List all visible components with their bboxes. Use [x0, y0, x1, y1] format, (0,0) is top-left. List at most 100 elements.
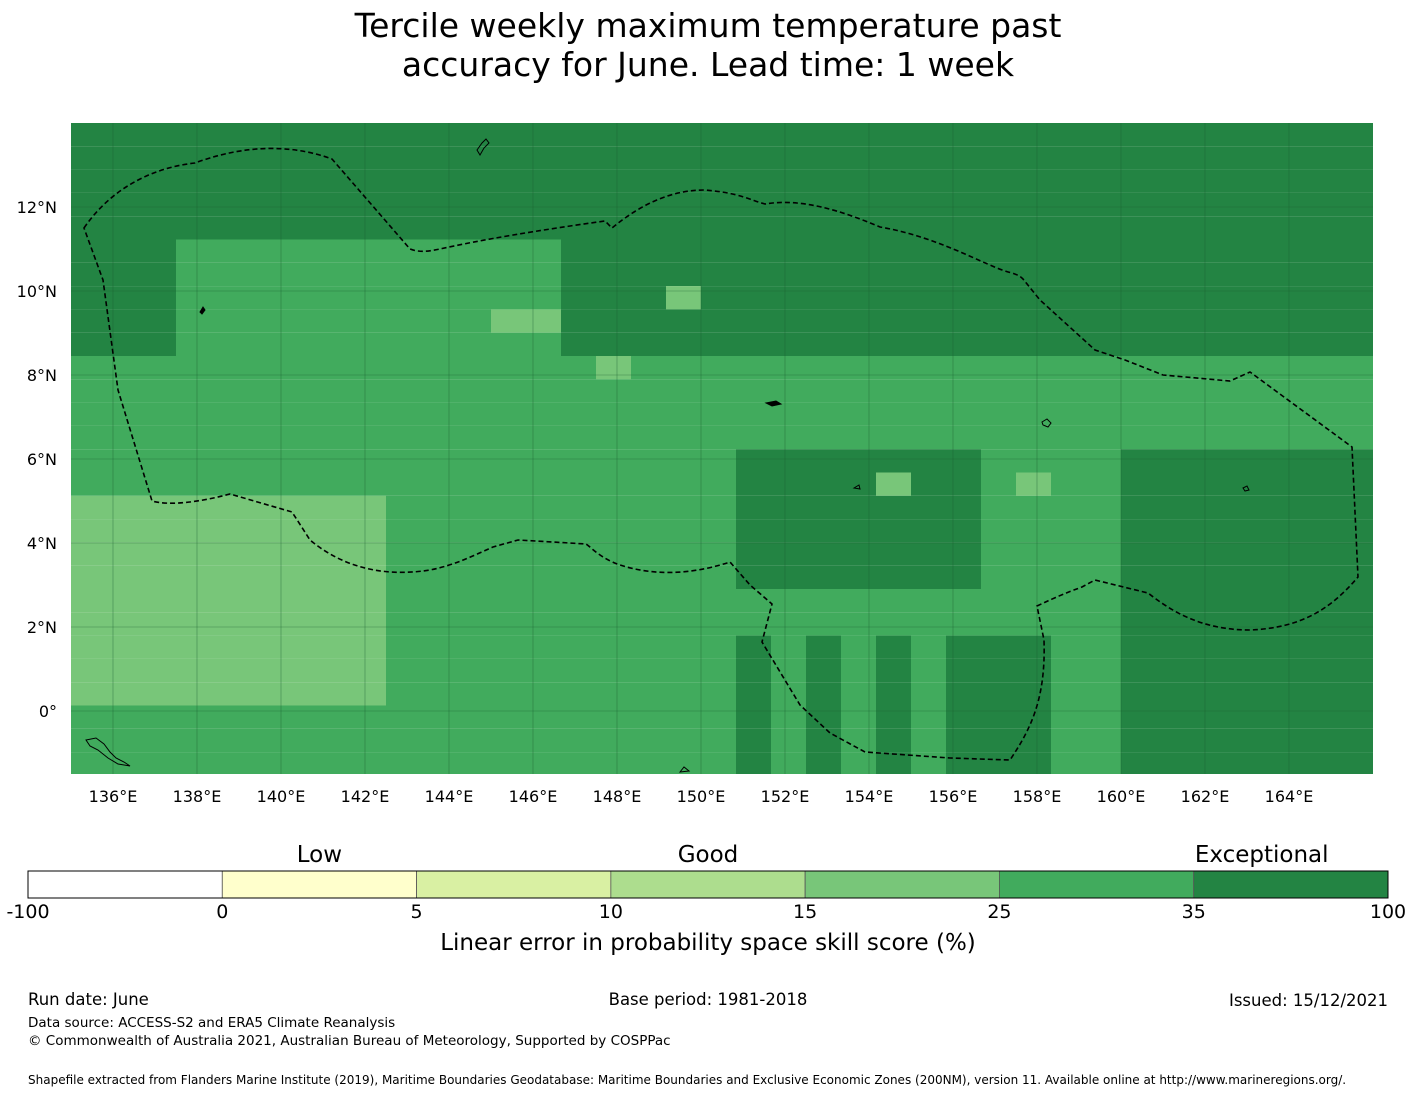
- grid-cell: [946, 589, 981, 613]
- grid-cell: [1156, 449, 1191, 473]
- grid-cell: [1226, 682, 1261, 706]
- grid-cell: [736, 425, 771, 450]
- grid-cell: [981, 286, 1016, 310]
- grid-cell: [386, 589, 421, 613]
- grid-cell: [1156, 425, 1191, 450]
- grid-cell: [631, 425, 666, 450]
- grid-cell: [666, 612, 701, 636]
- grid-cell: [71, 449, 106, 473]
- grid-cell: [71, 379, 106, 403]
- data-source: Data source: ACCESS-S2 and ERA5 Climate …: [28, 1015, 396, 1031]
- grid-cell: [771, 309, 806, 333]
- grid-cell: [771, 519, 806, 543]
- grid-cell: [526, 472, 561, 496]
- grid-cell: [1121, 682, 1156, 706]
- grid-cell: [911, 425, 946, 450]
- grid-cell: [981, 589, 1016, 613]
- grid-cell: [1051, 635, 1086, 659]
- grid-cell: [1261, 658, 1296, 683]
- grid-cell: [1191, 286, 1226, 310]
- grid-cell: [106, 728, 141, 753]
- grid-cell: [876, 309, 911, 333]
- grid-cell: [666, 402, 701, 426]
- grid-cell: [666, 472, 701, 496]
- grid-cell: [176, 286, 211, 310]
- grid-cell: [106, 472, 141, 496]
- grid-cell: [71, 356, 106, 380]
- grid-cell: [281, 449, 316, 473]
- grid-cell: [736, 542, 771, 566]
- grid-cell: [211, 728, 246, 753]
- grid-cell: [1191, 472, 1226, 496]
- grid-cell: [386, 309, 421, 333]
- latitude-tick-label: 6°N: [27, 450, 57, 469]
- grid-cell: [596, 449, 631, 473]
- grid-cell: [736, 262, 771, 287]
- grid-cell: [1121, 495, 1156, 520]
- grid-cell: [841, 635, 876, 659]
- grid-cell: [631, 542, 666, 566]
- grid-cell: [211, 356, 246, 380]
- grid-cell: [1331, 356, 1366, 380]
- grid-cell: [176, 495, 211, 520]
- grid-cell: [421, 123, 456, 147]
- grid-cell: [666, 589, 701, 613]
- grid-cell: [176, 542, 211, 566]
- grid-cell: [806, 472, 841, 496]
- colorbar-category-word: Low: [296, 842, 343, 868]
- grid-cell: [981, 635, 1016, 659]
- grid-cell: [421, 635, 456, 659]
- grid-cell: [1121, 635, 1156, 659]
- grid-cell: [351, 402, 386, 426]
- grid-cell: [281, 192, 316, 217]
- map-title: Tercile weekly maximum temperature past …: [0, 6, 1416, 84]
- grid-cell: [806, 682, 841, 706]
- grid-cell: [71, 192, 106, 217]
- grid-cell: [211, 612, 246, 636]
- grid-cell: [1191, 752, 1226, 774]
- grid-cell: [981, 682, 1016, 706]
- grid-cell: [1051, 309, 1086, 333]
- grid-cell: [946, 239, 981, 263]
- grid-cell: [176, 169, 211, 193]
- grid-cell: [1016, 379, 1051, 403]
- grid-cell: [176, 728, 211, 753]
- grid-cell: [981, 332, 1016, 356]
- grid-cell: [841, 589, 876, 613]
- grid-cell: [1226, 356, 1261, 380]
- grid-cell: [176, 449, 211, 473]
- grid-cell: [1051, 705, 1086, 729]
- grid-cell: [1016, 495, 1051, 520]
- grid-cell: [1191, 425, 1226, 450]
- grid-cell: [106, 752, 141, 774]
- grid-cell: [246, 449, 281, 473]
- grid-cell: [491, 519, 526, 543]
- grid-cell: [1226, 332, 1261, 356]
- grid-cell: [1051, 216, 1086, 240]
- grid-cell: [491, 286, 526, 310]
- grid-cell: [701, 565, 736, 589]
- colorbar-segment: [804, 870, 1000, 899]
- grid-cell: [526, 705, 561, 729]
- longitude-tick-label: 162°E: [1181, 787, 1230, 806]
- grid-cell: [561, 612, 596, 636]
- grid-cell: [211, 682, 246, 706]
- grid-cell: [491, 425, 526, 450]
- grid-cell: [176, 519, 211, 543]
- grid-cell: [1366, 612, 1373, 636]
- grid-cell: [596, 472, 631, 496]
- grid-cell: [456, 495, 491, 520]
- grid-cell: [1086, 262, 1121, 287]
- grid-cell: [736, 169, 771, 193]
- grid-cell: [456, 216, 491, 240]
- grid-cell: [106, 705, 141, 729]
- grid-cell: [1086, 682, 1121, 706]
- grid-cell: [1156, 123, 1191, 147]
- grid-cell: [771, 728, 806, 753]
- grid-cell: [386, 332, 421, 356]
- longitude-tick-label: 144°E: [425, 787, 474, 806]
- grid-cell: [946, 752, 981, 774]
- grid-cell: [876, 123, 911, 147]
- grid-cell: [911, 472, 946, 496]
- grid-cell: [1191, 565, 1226, 589]
